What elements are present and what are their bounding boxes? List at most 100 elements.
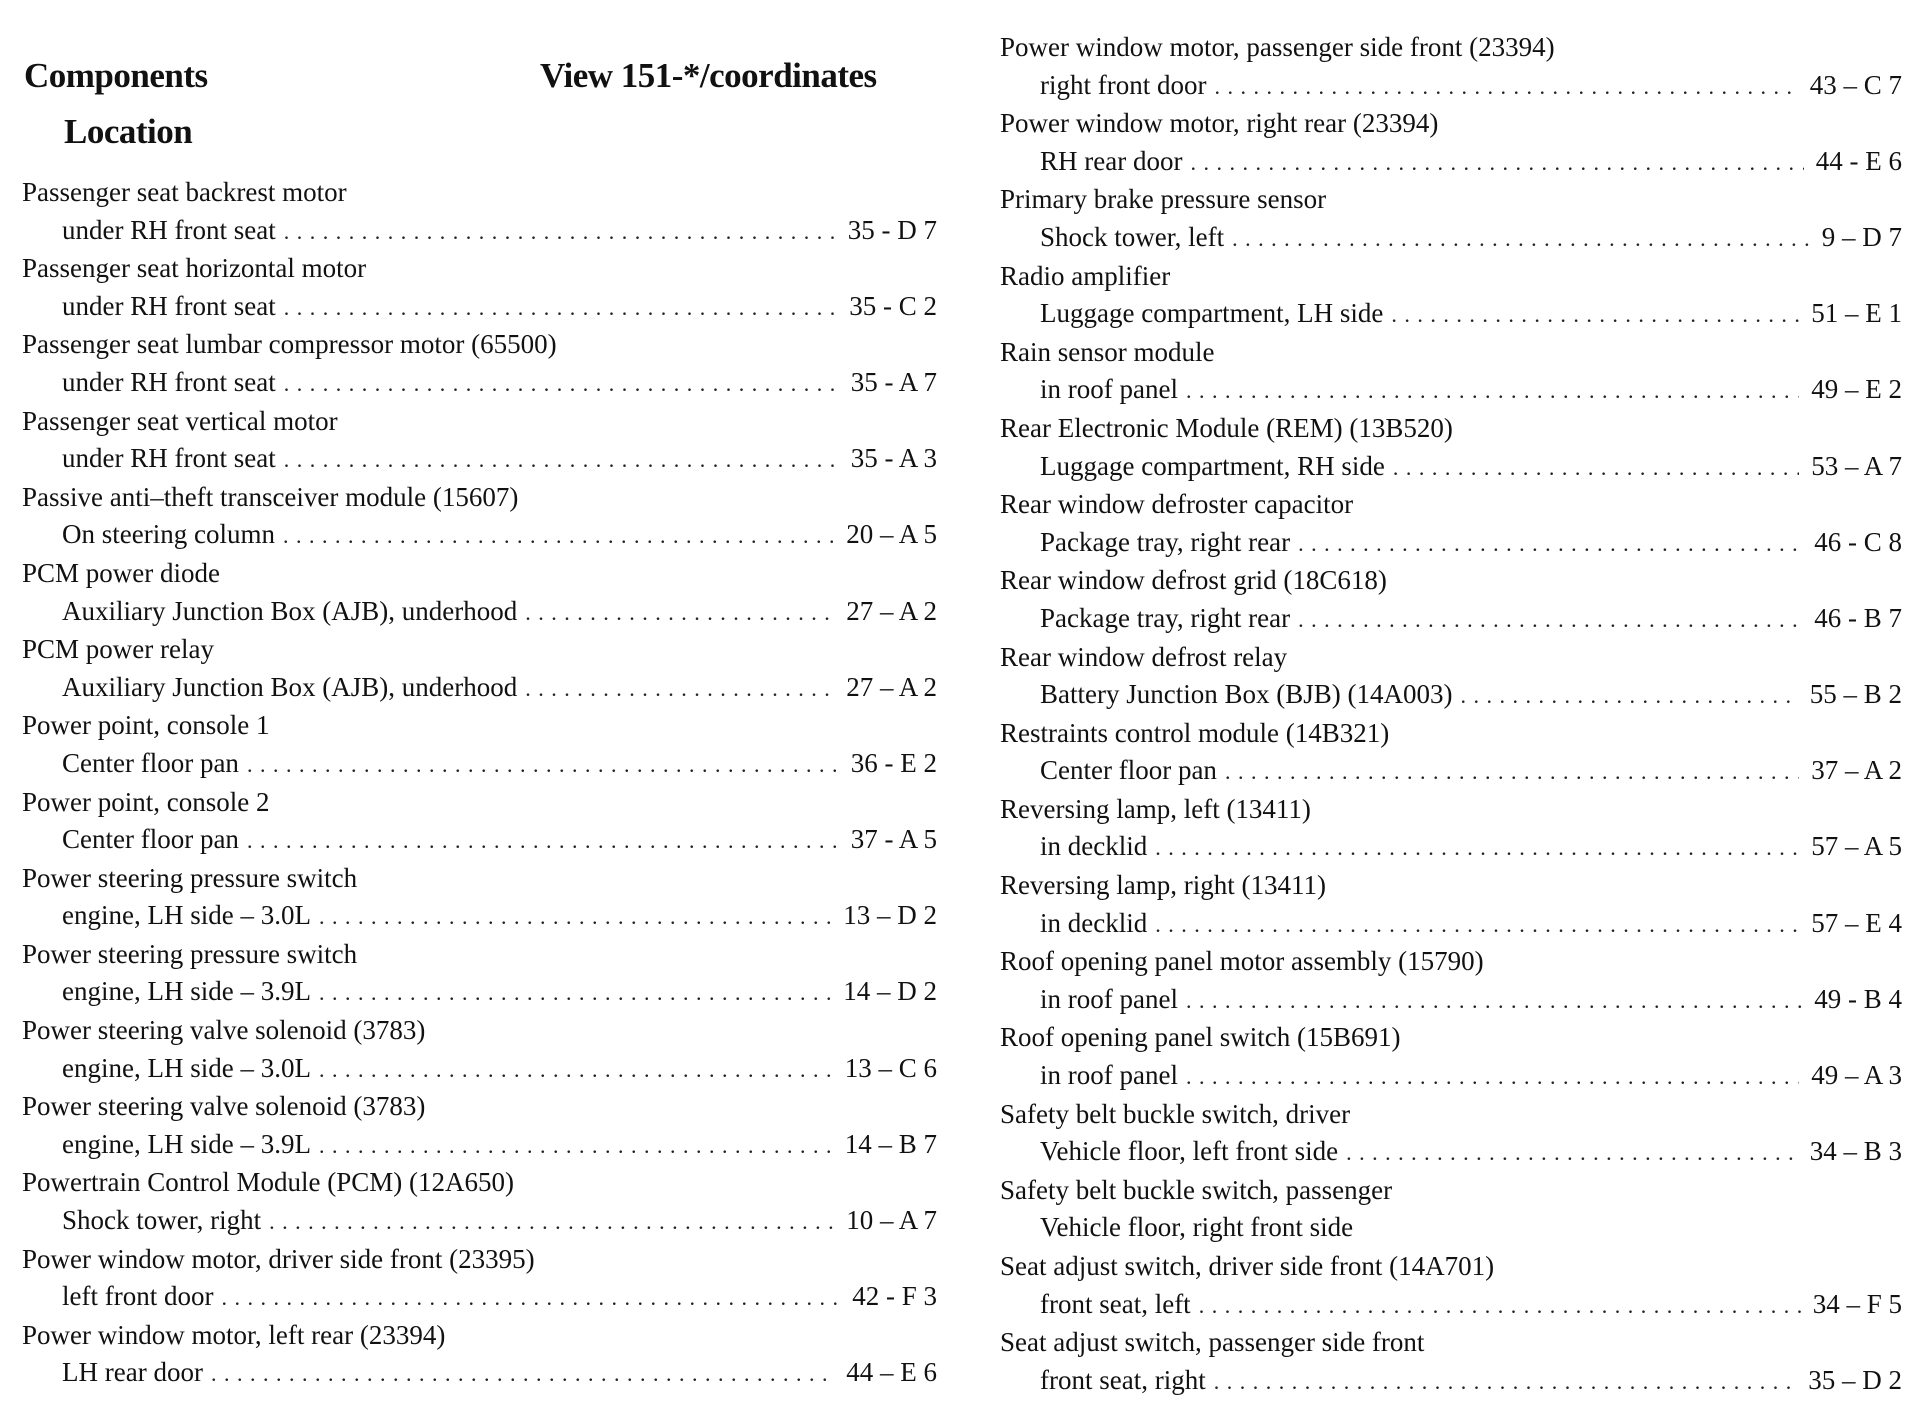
location-line: Package tray, right rear 46 - C 8 [1000,524,1902,563]
location-line: in decklid 57 – E 4 [1000,905,1902,944]
dot-leader [247,746,839,784]
dot-leader [211,1355,834,1393]
dot-leader [1155,829,1799,867]
component-name: Power window motor, passenger side front… [1000,32,1555,62]
view-coordinate: 35 – D 2 [1808,1364,1902,1395]
component-entry: Primary brake pressure sensor Shock tower… [1000,181,1902,257]
component-name: Seat adjust switch, driver side front (1… [1000,1251,1495,1281]
component-entry: Passenger seat lumbar compressor motor (… [22,326,937,402]
component-name: Radio amplifier [1000,260,1171,291]
component-entry: Rear window defrost relay Battery Junctio… [1000,639,1902,715]
view-coordinate: 14 – D 2 [843,976,937,1007]
component-location: Package tray, right rear [1040,526,1291,557]
view-coordinate: 13 – D 2 [843,900,937,931]
component-entry: Safety belt buckle switch, driver Vehicle… [1000,1096,1902,1172]
component-name: Power window motor, driver side front (2… [22,1243,535,1274]
dot-leader [1214,1363,1797,1401]
component-entry: Rear window defroster capacitor Package t… [1000,486,1902,562]
dot-leader [284,213,836,251]
component-entry: Reversing lamp, right (13411) in decklid 5… [1000,867,1902,943]
component-entry: Power window motor, left rear (23394) LH … [22,1317,937,1393]
component-entry: Seat adjust switch, passenger side front… [1000,1324,1902,1400]
right-column: Power window motor, passenger side front… [1000,29,1902,1400]
component-entry: Safety belt buckle switch, passenger Vehi… [1000,1172,1902,1248]
component-name: PCM power diode [22,557,220,588]
component-name: Rear window defrost relay [1000,641,1288,672]
dot-leader [284,365,839,403]
component-entry: Power point, console 2 Center floor pan 37… [22,784,937,860]
dot-leader [283,517,834,555]
component-location: Auxiliary Junction Box (AJB), underhood [62,595,518,626]
component-location: Center floor pan [62,747,239,778]
view-coordinate: 14 – B 7 [844,1128,937,1159]
view-coordinate: 57 – E 4 [1811,907,1902,938]
view-coordinate: 35 - D 7 [847,214,937,245]
component-location: front seat, left [1040,1288,1191,1319]
view-coordinate: 44 - E 6 [1815,145,1902,176]
dot-leader [1460,677,1797,715]
component-location: engine, LH side – 3.0L [62,1052,311,1083]
view-coordinate: 44 – E 6 [846,1357,937,1388]
location-line: Luggage compartment, RH side 53 – A 7 [1000,448,1902,487]
dot-leader [1298,601,1802,639]
component-entry: Power steering pressure switch engine, LH… [22,860,937,936]
location-line: right front door 43 – C 7 [1000,67,1902,106]
view-coordinate: 9 – D 7 [1821,221,1902,252]
component-location: under RH front seat [62,443,276,474]
view-coordinate: 49 – A 3 [1811,1060,1902,1091]
component-name: Power window motor, left rear (23394) [22,1319,446,1350]
view-coordinate: 13 – C 6 [844,1052,937,1083]
dot-leader [1186,372,1799,410]
component-name: Power steering valve solenoid (3783) [22,1015,426,1046]
left-column: Passenger seat backrest motor under RH fr… [22,174,937,1393]
component-entry: Power steering valve solenoid (3783) engi… [22,1012,937,1088]
component-location: Vehicle floor, right front side [1040,1212,1354,1243]
location-line: engine, LH side – 3.9L 14 – D 2 [22,973,937,1012]
component-entry: Passenger seat backrest motor under RH fr… [22,174,937,250]
view-coordinate: 43 – C 7 [1809,69,1902,100]
view-coordinate: 42 - F 3 [852,1281,937,1312]
location-line: Auxiliary Junction Box (AJB), underhood 2… [22,669,937,708]
component-location: engine, LH side – 3.9L [62,976,311,1007]
view-coordinate: 53 – A 7 [1811,450,1902,481]
location-line: under RH front seat 35 - D 7 [22,212,937,251]
location-line: Auxiliary Junction Box (AJB), underhood 2… [22,593,937,632]
component-name: PCM power relay [22,634,214,665]
location-line: Center floor pan 37 - A 5 [22,821,937,860]
component-location: Shock tower, left [1040,221,1225,252]
dot-leader [525,594,834,632]
component-entry: Powertrain Control Module (PCM) (12A650)… [22,1164,937,1240]
dot-leader [284,289,838,327]
location-line: in roof panel 49 – A 3 [1000,1057,1902,1096]
dot-leader [284,441,839,479]
dot-leader [1186,1058,1799,1096]
component-location: under RH front seat [62,214,276,245]
component-name: Primary brake pressure sensor [1000,184,1327,215]
location-line: On steering column 20 – A 5 [22,516,937,555]
component-entry: Power steering pressure switch engine, LH… [22,936,937,1012]
component-entry: PCM power relay Auxiliary Junction Box (A… [22,631,937,707]
component-location: engine, LH side – 3.9L [62,1128,311,1159]
component-name: Rear window defroster capacitor [1000,489,1354,520]
component-entry: Passive anti–theft transceiver module (1… [22,479,937,555]
component-entry: Power steering valve solenoid (3783) engi… [22,1088,937,1164]
location-line: Center floor pan 37 – A 2 [1000,752,1902,791]
component-name: Safety belt buckle switch, passenger [1000,1174,1393,1205]
view-coordinate: 37 - A 5 [850,824,937,855]
dot-leader [1298,525,1802,563]
component-location: front seat, right [1040,1364,1206,1395]
component-entry: Rain sensor module in roof panel 49 – E 2 [1000,334,1902,410]
component-name: Reversing lamp, left (13411) [1000,793,1311,824]
dot-leader [247,822,839,860]
dot-leader [319,898,831,936]
component-name: Rear Electronic Module (REM) (13B520) [1000,412,1453,443]
location-heading: Location [64,112,193,151]
dot-leader [221,1279,840,1317]
component-location: under RH front seat [62,366,276,397]
view-coordinates-heading: View 151-*/coordinates [540,56,877,95]
location-line: front seat, left 34 – F 5 [1000,1286,1902,1325]
dot-leader [1186,982,1802,1020]
component-location: in decklid [1040,831,1148,862]
view-coordinate: 57 – A 5 [1811,831,1902,862]
component-location: On steering column [62,519,275,550]
